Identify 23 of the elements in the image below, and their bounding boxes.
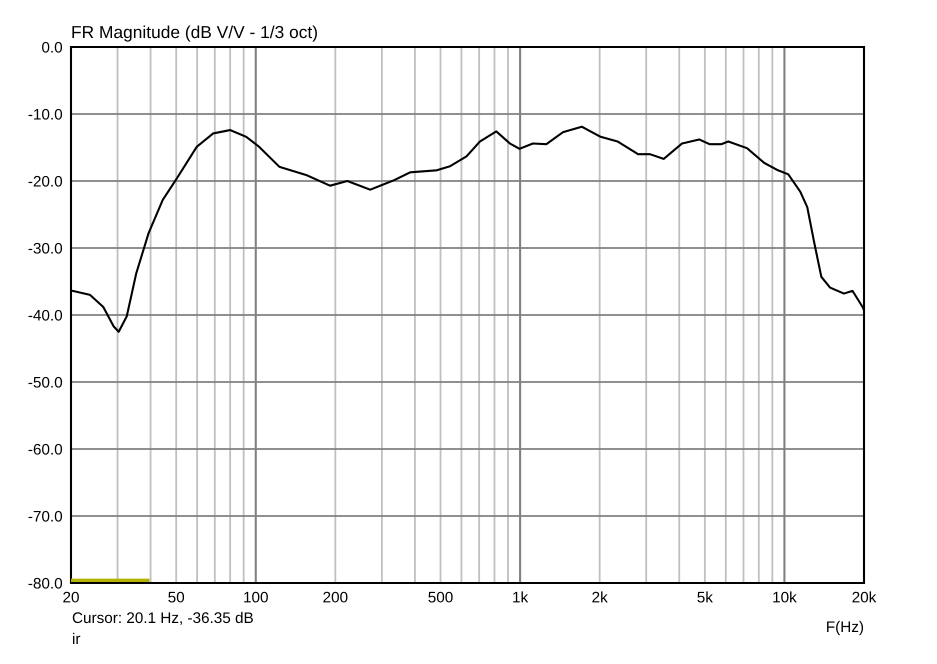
text: Cursor: 20.1 Hz, -36.35 dB xyxy=(72,612,253,625)
y-tick-label: -50.0 xyxy=(28,376,62,388)
y-tick-label: -30.0 xyxy=(28,242,62,254)
y-tick-label: -80.0 xyxy=(28,578,62,589)
x-tick-label: 100 xyxy=(244,592,268,603)
x-tick-label: 20k xyxy=(852,591,876,603)
x-axis-title: F(Hz) xyxy=(827,620,864,636)
x-tick-label: 50 xyxy=(168,592,184,603)
y-tick-label: -10.0 xyxy=(28,108,62,120)
text: ir xyxy=(73,632,80,644)
x-tick-label: 500 xyxy=(428,592,453,603)
y-tick-label: -20.0 xyxy=(28,176,62,187)
y-tick-label: -40.0 xyxy=(28,310,62,321)
y-tick-label: 0.0 xyxy=(42,42,62,53)
x-tick-label: 1k xyxy=(513,591,528,602)
x-tick-label: 200 xyxy=(323,592,348,603)
x-tick-label: 2k xyxy=(592,591,608,602)
chart-title: FR Magnitude (dB V/V - 1/3 oct) xyxy=(72,25,317,42)
x-tick-label: 10k xyxy=(773,591,797,603)
y-tick-label: -70.0 xyxy=(28,510,62,522)
x-tick-label: 20 xyxy=(63,592,79,603)
y-tick-label: -60.0 xyxy=(28,444,62,455)
x-tick-label: 5k xyxy=(697,591,713,603)
